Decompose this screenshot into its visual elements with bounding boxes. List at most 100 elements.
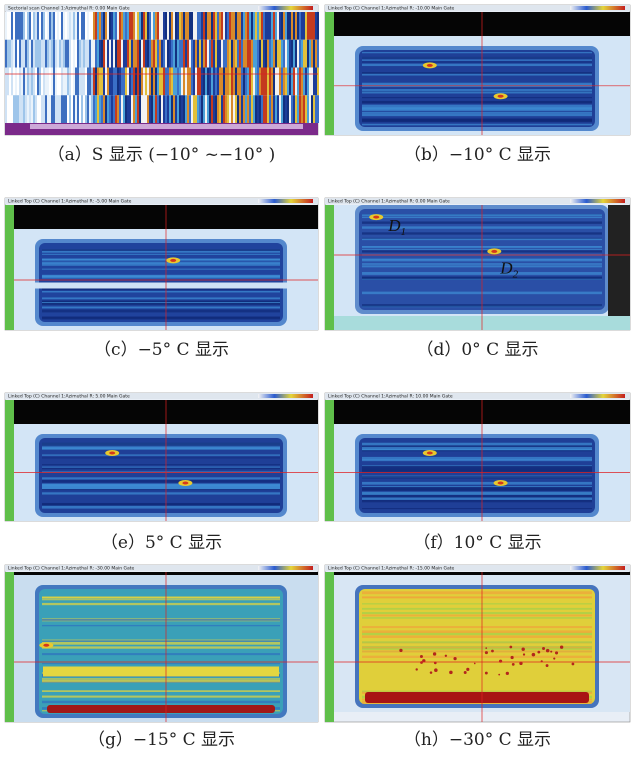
scan-streak: [42, 624, 280, 627]
scan-stripe: [13, 39, 15, 68]
scan-stripe: [9, 67, 11, 96]
scan-stripe: [61, 67, 63, 96]
scan-stripe: [207, 95, 209, 123]
scan-streak: [362, 614, 592, 617]
scan-stripe: [155, 12, 157, 40]
scan-stripe: [19, 12, 21, 40]
scan-stripe: [7, 12, 9, 40]
scan-stripe: [299, 12, 301, 40]
scan-stripe: [189, 95, 191, 123]
scan-stripe: [67, 67, 69, 96]
scan-stripe: [119, 12, 121, 40]
defect-dot: [553, 657, 556, 660]
scan-stripe: [113, 12, 115, 40]
scan-stripe: [243, 39, 245, 68]
panel-header: Linked Top (C) Channel 1:Azimuthal R: 10…: [328, 394, 453, 400]
scan-stripe: [191, 67, 193, 96]
defect-dot: [554, 651, 559, 655]
scan-stripe: [283, 39, 285, 68]
scan-stripe: [95, 39, 97, 68]
scan-stripe: [301, 12, 303, 40]
scan-streak: [42, 466, 280, 468]
scan-stripe: [317, 67, 319, 96]
title-bar: [5, 5, 318, 11]
scan-stripe: [155, 95, 157, 123]
palette: [570, 394, 625, 398]
scan-stripe: [131, 12, 133, 40]
scan-body: [39, 589, 283, 714]
scan-stripe: [37, 39, 39, 68]
yellow-band: [43, 666, 279, 677]
scan-stripe: [203, 12, 205, 40]
scan-stripe: [15, 67, 17, 96]
defect-core: [426, 63, 433, 67]
scan-stripe: [265, 12, 267, 40]
scan-stripe: [217, 67, 219, 96]
scan-stripe: [97, 67, 99, 96]
scan-stripe: [77, 95, 79, 123]
scan-stripe: [271, 67, 273, 96]
scan-stripe: [171, 67, 173, 96]
scan-stripe: [189, 12, 191, 40]
scan-stripe: [225, 39, 227, 68]
scan-stripe: [279, 12, 281, 40]
scan-stripe: [243, 12, 245, 40]
scan-stripe: [63, 12, 65, 40]
scan-stripe: [245, 12, 247, 40]
scan-streak: [362, 89, 592, 92]
scan-stripe: [109, 39, 111, 68]
scan-stripe: [115, 95, 117, 123]
scan-stripe: [209, 12, 211, 40]
panel: Linked Top (C) Channel 1:Azimuthal R: -1…: [324, 564, 631, 723]
scan-stripe: [95, 12, 97, 40]
scan-streak: [42, 268, 280, 270]
scan-stripe: [207, 67, 209, 96]
scan-stripe: [259, 95, 261, 123]
scan-stripe: [93, 12, 95, 40]
scan-stripe: [27, 95, 29, 123]
title-bar: [5, 565, 318, 571]
scan-stripe: [71, 39, 73, 68]
scan-stripe: [247, 95, 249, 123]
scan-stripe: [185, 67, 187, 96]
scan-stripe: [249, 12, 251, 40]
defect-dot: [542, 647, 546, 651]
scan-stripe: [109, 12, 111, 40]
scan-stripe: [187, 39, 189, 68]
scan-stripe: [231, 39, 233, 68]
scan-streak: [362, 91, 592, 94]
scan-stripe: [21, 95, 23, 123]
scan-stripe: [75, 39, 77, 68]
scan-stripe: [261, 12, 263, 40]
scan-stripe: [297, 95, 299, 123]
scan-stripe: [13, 95, 15, 123]
defect-core: [170, 258, 177, 262]
scan-stripe: [65, 67, 67, 96]
palette: [570, 6, 625, 10]
defect-dot: [449, 670, 453, 675]
defect-dot: [463, 671, 467, 674]
scan-stripe: [149, 67, 151, 96]
scan-stripe: [223, 67, 225, 96]
scan-stripe: [253, 95, 255, 123]
scan-stripe: [51, 95, 53, 123]
scan-stripe: [235, 12, 237, 40]
scan-stripe: [5, 12, 7, 40]
scan-stripe: [31, 95, 33, 123]
scan-stripe: [195, 12, 197, 40]
defect-dot: [559, 645, 564, 649]
scan-streak: [362, 82, 592, 86]
scan-stripe: [251, 95, 253, 123]
defect-dot: [415, 668, 418, 671]
scan-stripe: [303, 39, 305, 68]
scan-stripe: [167, 67, 169, 96]
scan-stripe: [239, 95, 241, 123]
scan-stripe: [199, 12, 201, 40]
scan-stripe: [263, 95, 265, 123]
scan-stripe: [65, 95, 67, 123]
scan-stripe: [5, 95, 7, 123]
defect-dot: [550, 650, 553, 653]
scan-stripe: [137, 67, 139, 96]
scan-stripe: [193, 67, 195, 96]
scan-stripe: [251, 67, 253, 96]
